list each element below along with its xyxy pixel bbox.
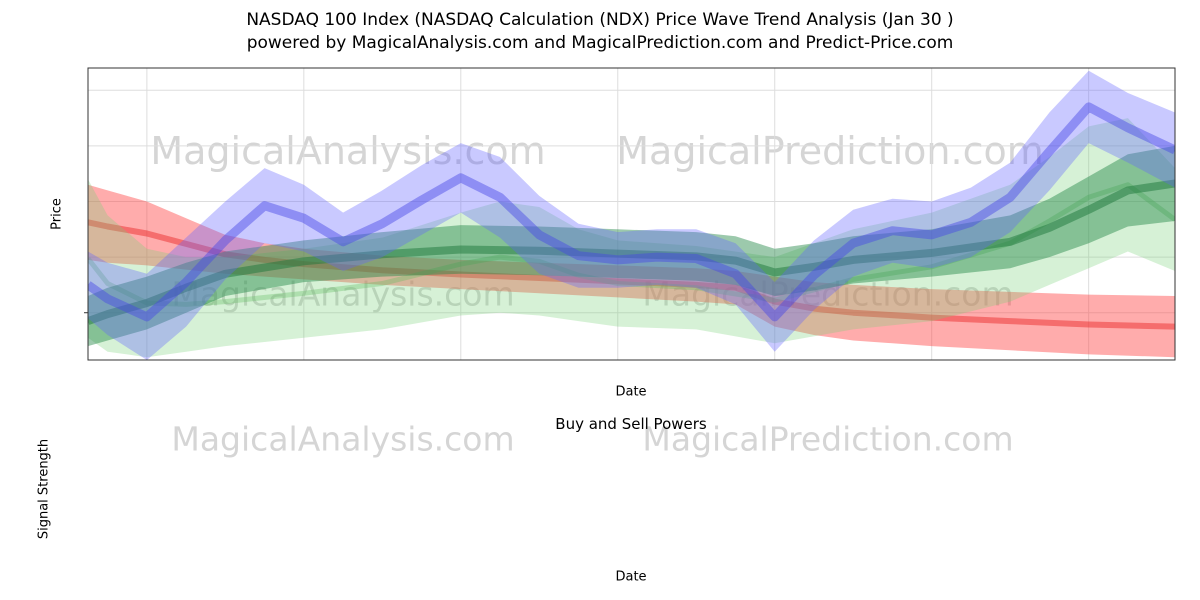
power-chart-title: Buy and Sell Powers — [555, 415, 707, 433]
date-axis-label-bottom: Date — [615, 569, 647, 585]
chart-title-line2: powered by MagicalAnalysis.com and Magic… — [246, 33, 954, 53]
watermark-magicalanalysis: MagicalAnalysis.com — [171, 419, 515, 459]
chart-title-line1: NASDAQ 100 Index (NASDAQ Calculation (ND… — [246, 10, 954, 30]
band-centerline-dark-green-forecast — [88, 179, 1175, 325]
price-plot-border — [87, 67, 1176, 361]
chart-title: NASDAQ 100 Index (NASDAQ Calculation (ND… — [0, 9, 1200, 55]
signal-strength-axis-label: Signal Strength — [36, 438, 52, 540]
watermark-magicalanalysis: MagicalAnalysis.com — [150, 129, 546, 173]
band-light-green-forecast — [88, 118, 1175, 358]
watermark-magicalprediction: MagicalPrediction.com — [642, 419, 1014, 459]
watermark-magicalanalysis: MagicalAnalysis.com — [171, 275, 514, 314]
wave-bands — [88, 70, 1175, 360]
watermark-magicalprediction: MagicalPrediction.com — [642, 275, 1013, 314]
band-dark-green-forecast — [88, 145, 1175, 347]
date-axis-label-top: Date — [615, 384, 647, 400]
price-axis-label: Price — [49, 198, 65, 230]
watermark-magicalprediction: MagicalPrediction.com — [616, 129, 1044, 173]
band-blue-forecast — [88, 70, 1175, 360]
band-centerline-blue-forecast — [88, 102, 1175, 322]
band-centerline-red-forecast — [88, 219, 1175, 330]
